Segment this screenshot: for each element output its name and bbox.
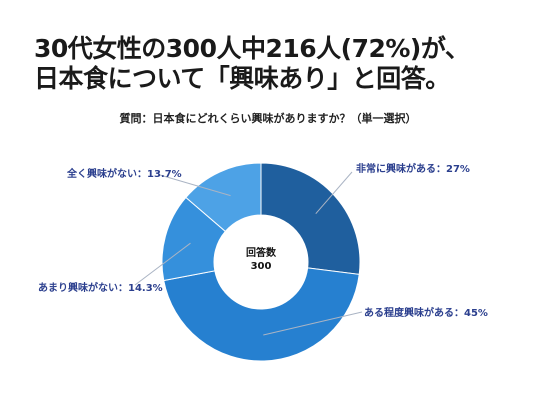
label-not-interested-at-all: 全く興味がない：13.7% <box>67 169 182 180</box>
leader-somewhat-interested <box>263 311 363 336</box>
chart-question: 質問：日本食にどれくらい興味がありますか？（単一選択） <box>119 112 417 125</box>
center-total: 回答数 300 <box>232 247 290 273</box>
headline: 30代女性の300人中216人(72%)が、 日本食について「興味あり」と回答。 <box>34 34 514 94</box>
headline-line-1: 30代女性の300人中216人(72%)が、 <box>34 34 470 63</box>
slice-somewhat-interested <box>163 267 360 362</box>
leader-lines <box>134 171 363 336</box>
slice-not-interested-at-all <box>185 162 262 233</box>
label-very-interested: 非常に興味がある：27% <box>356 164 470 175</box>
donut-slices <box>161 162 361 362</box>
leader-not-very-interested <box>134 242 191 286</box>
label-not-very-interested: あまり興味がない：14.3% <box>38 283 163 294</box>
label-somewhat-interested: ある程度興味がある：45% <box>364 308 488 319</box>
leader-not-interested-at-all <box>159 174 231 197</box>
headline-line-2: 日本食について「興味あり」と回答。 <box>34 64 450 93</box>
total-value: 300 <box>250 261 272 272</box>
total-label: 回答数 <box>246 248 276 259</box>
slice-very-interested <box>260 162 361 275</box>
leader-very-interested <box>315 171 353 215</box>
